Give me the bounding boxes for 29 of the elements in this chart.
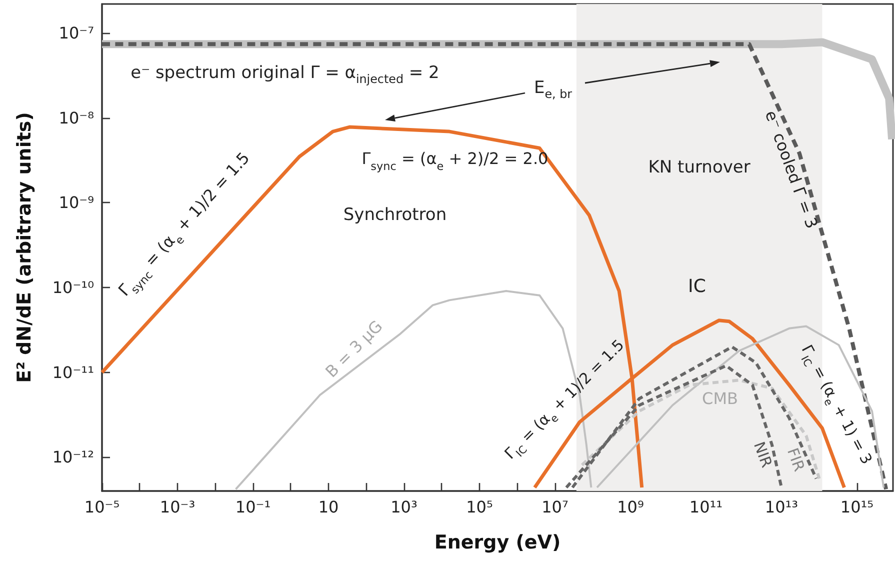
annotation: CMB (702, 389, 738, 408)
y-tick-label: 10⁻⁷ (58, 24, 94, 43)
x-tick-label: 10⁹ (617, 498, 644, 516)
band-label: KN turnover (648, 158, 750, 178)
y-tick-label: 10⁻¹² (52, 448, 94, 467)
x-tick-label: 10 (318, 498, 339, 516)
x-axis-title: Energy (eV) (434, 532, 561, 554)
annotation: B = 3 μG (322, 316, 387, 382)
annotation: Synchrotron (343, 204, 447, 225)
x-tick-label: 10⁻⁵ (84, 498, 120, 516)
annotation: Γ$_{sync}$ = (α$_{e}$ + 2)/2 = 2.0 (362, 149, 548, 173)
y-axis-title: E² dN/dE (arbitrary units) (14, 112, 36, 383)
y-tick-label: 10⁻¹¹ (52, 362, 94, 382)
annotation: e⁻ spectrum original Γ = α$_{injected}$ = 2 (130, 62, 440, 86)
x-tick-label: 10¹³ (764, 498, 798, 516)
x-tick-label: 10⁵ (466, 498, 493, 516)
y-tick-label: 10⁻¹⁰ (52, 278, 94, 298)
y-tick-label: 10⁻⁹ (58, 193, 94, 212)
x-tick-label: 10¹⁵ (840, 498, 874, 516)
annotation: FIR (783, 446, 808, 474)
x-tick-label: 10¹¹ (689, 498, 723, 516)
annotation: NIR (750, 439, 776, 470)
x-tick-label: 10⁻¹ (235, 498, 271, 516)
x-tick-label: 10⁷ (542, 498, 568, 516)
y-tick-label: 10⁻⁸ (58, 108, 94, 128)
annotation: E$_{e, br}$ (534, 78, 572, 102)
x-tick-label: 10⁻³ (160, 498, 196, 516)
annotation: IC (688, 276, 706, 297)
x-tick-label: 10³ (390, 498, 418, 516)
